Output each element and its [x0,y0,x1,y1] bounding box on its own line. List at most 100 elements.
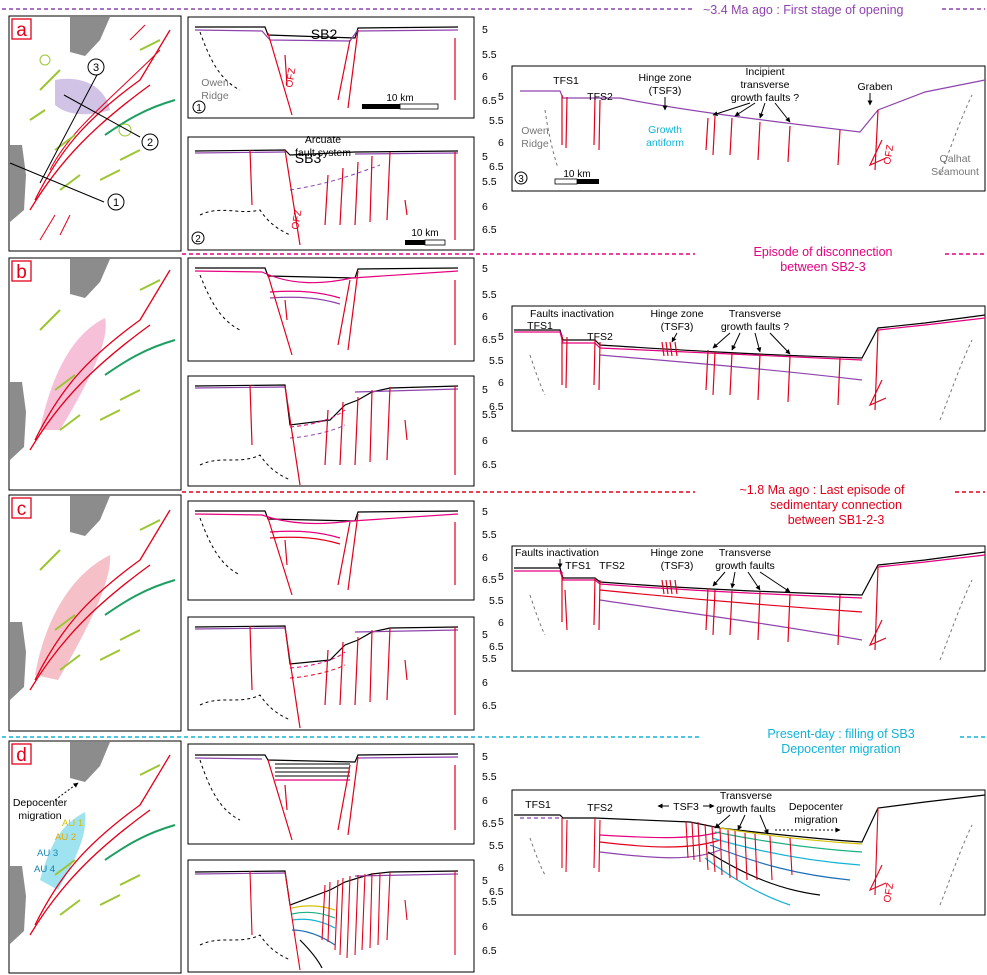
long-c-tick-5: 5 [498,571,504,583]
profile-marker-3 [87,58,105,76]
long-d-depocenter-line2: migration [794,814,837,826]
long-a-tfs1: TFS1 [553,75,579,87]
sb2-section-d: 5 5.5 6 6.5 [187,743,497,845]
sb3-c-tick-5: 5 [482,629,488,641]
long-a-tick-5: 5 [498,91,504,103]
long-c-tick-6-5: 6.5 [489,641,504,653]
map-au4: AU 4 [34,864,55,875]
sb2-a-tick-5: 5 [482,24,488,36]
long-b-tfs2: TFS2 [587,331,613,343]
long-d-tick-5: 5 [498,816,504,828]
long-a-qalhat-line2: Seamount [931,166,979,178]
long-c-faults-inactivation: Faults inactivation [515,547,599,559]
sb2-section-b: 5 5.5 6 6.5 [187,257,497,362]
panel-letter-a-text: a [16,20,27,41]
long-d-tick-5-5: 5.5 [489,840,504,852]
long-d-tsf3: TSF3 [673,801,699,813]
long-a-hinge-line2: (TSF3) [649,85,682,97]
sb2-d-tick-5: 5 [482,751,488,763]
sb2-owen-line1: Owen [201,77,229,89]
sb2-b-tick-5-5: 5.5 [482,289,497,301]
sb2-section-c: 5 5.5 6 6.5 [187,500,497,601]
sb2-b-tick-6-5: 6.5 [482,334,497,346]
sb3-marker: 2 [195,234,201,245]
panel-letter-c-text: c [17,499,27,520]
sb3-d-tick-6: 6 [482,921,488,933]
sb3-b-tick-6: 6 [482,435,488,447]
long-a-tick-6-5: 6.5 [489,161,504,173]
sb2-b-tick-6: 6 [482,311,488,323]
sb2-c-tick-6: 6 [482,552,488,564]
long-a-graben: Graben [857,81,892,93]
sb2-scale: 10 km [386,93,413,104]
sb2-owen-line2: Ridge [201,90,229,102]
long-d-tick-6: 6 [498,862,504,874]
long-d-depocenter-line1: Depocenter [789,801,844,813]
sb3-title: SB3 [295,150,322,166]
sb3-d-tick-5: 5 [482,875,488,887]
long-c-transverse-line2: growth faults [715,560,775,572]
long-d-tfs1: TFS1 [525,799,551,811]
basin-fill [55,78,110,115]
profile-marker-3-label: 3 [93,62,99,74]
long-section-a: TFS1 TFS2 Hinge zone (TSF3) Incipient tr… [489,65,986,192]
sb3-section-d: 5 5.5 6 6.5 [187,859,497,973]
long-d-transverse-line2: growth faults [716,803,776,815]
map-d: Depocenter migration AU 1 AU 2 AU 3 AU 4… [8,740,182,974]
long-d-tick-6-5: 6.5 [489,886,504,898]
sb3-d-tick-6-5: 6.5 [482,945,497,957]
long-c-tfs1: TFS1 [565,560,591,572]
basin-fill [40,812,86,890]
profile-marker-2-label: 2 [147,137,153,149]
profile-marker-1-label: 1 [113,197,119,209]
banner-b-line2: between SB2-3 [780,260,866,274]
long-a-tick-5-5: 5.5 [489,115,504,127]
panel-letter-b-text: b [16,262,27,283]
fracture-zone [104,99,176,136]
long-c-tick-5-5: 5.5 [489,595,504,607]
sb2-b-tick-5: 5 [482,263,488,275]
sb3-arcuate-line1: Arcuate [305,134,341,146]
long-d-tfs2: TFS2 [587,802,613,814]
sb2-section-a: SB2 Owen Ridge OFZ 10 km 1 5 5.5 6 6.5 [187,16,497,119]
long-c-hinge-line2: (TSF3) [661,560,694,572]
map-depocenter-line1: Depocenter [13,797,68,809]
long-b-tick-5: 5 [498,331,504,343]
long-b-hinge-line2: (TSF3) [661,321,694,333]
panel-letter-d-text: d [16,745,27,766]
long-section-d: TFS1 TFS2 TSF3 Transverse growth faults … [489,789,986,916]
sb3-section-a: Arcuate fault system SB3 OFZ 10 km 2 5 5… [187,134,497,251]
panel-letter-b [11,260,32,282]
long-b-tick-5-5: 5.5 [489,355,504,367]
sb2-d-tick-6: 6 [482,795,488,807]
sb3-c-tick-6-5: 6.5 [482,700,497,712]
long-a-owen-line2: Ridge [521,138,549,150]
long-section-c: Faults inactivation TFS1 TFS2 Hinge zone… [489,545,986,672]
long-b-transverse-line2: growth faults ? [721,321,789,333]
sb2-a-tick-6-5: 6.5 [482,95,497,107]
sb2-c-tick-6-5: 6.5 [482,574,497,586]
long-c-tick-6: 6 [498,617,504,629]
long-a-owen-line1: Owen [521,125,549,137]
sb2-c-tick-5-5: 5.5 [482,529,497,541]
long-c-hinge-line1: Hinge zone [650,547,703,559]
sb2-c-tick-5: 5 [482,506,488,518]
map-au2: AU 2 [55,832,76,843]
long-section-b: Faults inactivation TFS1 TFS2 Hinge zone… [489,305,986,432]
long-c-tfs2: TFS2 [599,560,625,572]
long-b-hinge-line1: Hinge zone [650,308,703,320]
sb3-a-tick-5: 5 [482,151,488,163]
banner-c-line2: sedimentary connection [770,498,902,512]
sb3-arcuate-line2: fault system [295,147,351,159]
sb2-a-tick-6: 6 [482,71,488,83]
sb3-scale: 10 km [411,228,438,239]
banner-d: Present-day : filling of SB3 Depocenter … [2,727,985,756]
long-a-incipient-line3: growth faults ? [731,92,799,104]
sb2-marker: 1 [196,103,202,114]
map-au1: AU 1 [62,818,83,829]
sb2-d-tick-5-5: 5.5 [482,771,497,783]
banner-d-line2: Depocenter migration [781,742,901,756]
sb3-b-tick-5: 5 [482,384,488,396]
sb3-c-tick-5-5: 5.5 [482,653,497,665]
